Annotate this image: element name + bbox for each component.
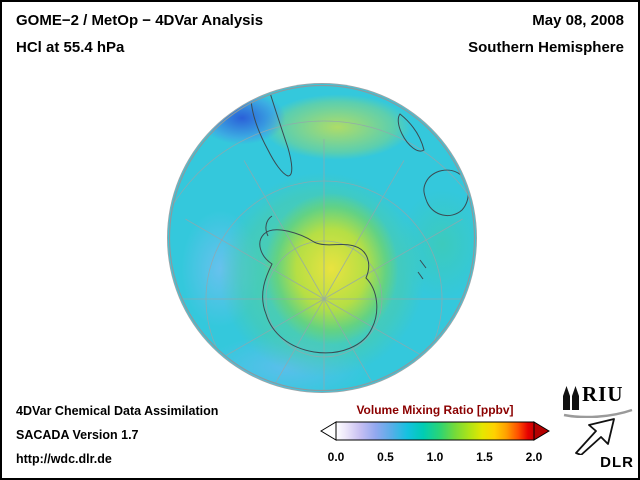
credits-block: 4DVar Chemical Data Assimilation SACADA … bbox=[16, 399, 218, 471]
tick-label: 1.5 bbox=[476, 450, 493, 464]
coastlines bbox=[250, 85, 469, 354]
hemisphere-label: Southern Hemisphere bbox=[468, 39, 624, 56]
cathedral-icon bbox=[563, 386, 579, 410]
graticule-coastlines-overlay bbox=[168, 84, 476, 392]
header-left: GOME−2 / MetOp − 4DVar Analysis HCl at 5… bbox=[16, 12, 263, 56]
credit-line-assimilation: 4DVar Chemical Data Assimilation bbox=[16, 404, 219, 418]
tick-label: 0.0 bbox=[327, 450, 345, 464]
page-subtitle: HCl at 55.4 hPa bbox=[16, 39, 125, 56]
dlr-logo: DLR bbox=[574, 417, 634, 471]
credit-line-version: SACADA Version 1.7 bbox=[16, 428, 139, 442]
tick-label: 1.0 bbox=[426, 450, 444, 464]
colorbar: Volume Mixing Ratio [ppbv] bbox=[320, 403, 550, 466]
colorbar-title: Volume Mixing Ratio [ppbv] bbox=[356, 403, 514, 417]
dlr-logo-text: DLR bbox=[600, 454, 634, 471]
colorbar-ticks: 0.0 0.5 1.0 1.5 2.0 bbox=[320, 450, 550, 466]
colorbar-gradient bbox=[320, 421, 550, 441]
tick-label: 0.5 bbox=[377, 450, 394, 464]
credit-line-url: http://wdc.dlr.de bbox=[16, 452, 112, 466]
page-title: GOME−2 / MetOp − 4DVar Analysis bbox=[16, 12, 264, 29]
globe-limb bbox=[168, 84, 476, 392]
colorbar-left-arrow bbox=[320, 421, 337, 441]
dlr-wing-icon bbox=[575, 418, 615, 455]
hemisphere-map bbox=[168, 84, 476, 392]
riu-swoosh-icon bbox=[563, 408, 633, 418]
header-right: May 08, 2008 Southern Hemisphere bbox=[468, 12, 624, 56]
date-label: May 08, 2008 bbox=[532, 12, 624, 29]
colorbar-right-arrow bbox=[533, 421, 550, 441]
riu-logo-text: RIU bbox=[582, 382, 624, 406]
tick-label: 2.0 bbox=[525, 450, 543, 464]
riu-logo: RIU bbox=[562, 382, 634, 418]
graticule-grid bbox=[169, 120, 475, 391]
